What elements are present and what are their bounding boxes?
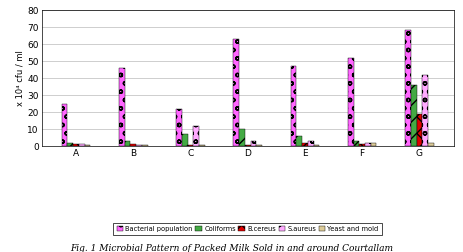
- Bar: [79, 144, 85, 146]
- Bar: [182, 134, 188, 146]
- Bar: [188, 145, 194, 146]
- Bar: [199, 145, 205, 146]
- Bar: [73, 144, 79, 146]
- Bar: [405, 30, 411, 146]
- Bar: [136, 145, 142, 146]
- Bar: [291, 66, 296, 146]
- Bar: [428, 143, 434, 146]
- Bar: [239, 129, 245, 146]
- Bar: [85, 145, 90, 146]
- Bar: [119, 68, 125, 146]
- Bar: [257, 145, 262, 146]
- Bar: [348, 58, 354, 146]
- Bar: [359, 144, 365, 146]
- Bar: [142, 145, 148, 146]
- Legend: Bacterial population, Coliforms, B.cereus, S.aureus, Yeast and mold: Bacterial population, Coliforms, B.cereu…: [113, 223, 382, 235]
- Bar: [365, 143, 371, 146]
- Bar: [371, 143, 376, 146]
- Bar: [308, 141, 313, 146]
- Bar: [125, 141, 131, 146]
- Bar: [422, 75, 428, 146]
- Bar: [62, 104, 68, 146]
- Bar: [417, 114, 422, 146]
- Bar: [68, 143, 73, 146]
- Bar: [250, 141, 257, 146]
- Bar: [411, 85, 417, 146]
- Bar: [131, 144, 136, 146]
- Bar: [176, 109, 182, 146]
- Text: Fig. 1 Microbial Pattern of Packed Milk Sold in and around Courtallam: Fig. 1 Microbial Pattern of Packed Milk …: [70, 244, 393, 252]
- Bar: [233, 39, 239, 146]
- Bar: [302, 143, 308, 146]
- Bar: [354, 141, 359, 146]
- Bar: [313, 145, 319, 146]
- Bar: [245, 145, 250, 146]
- Bar: [194, 126, 199, 146]
- Bar: [296, 136, 302, 146]
- Y-axis label: x 10⁴ cfu / ml: x 10⁴ cfu / ml: [16, 50, 25, 106]
